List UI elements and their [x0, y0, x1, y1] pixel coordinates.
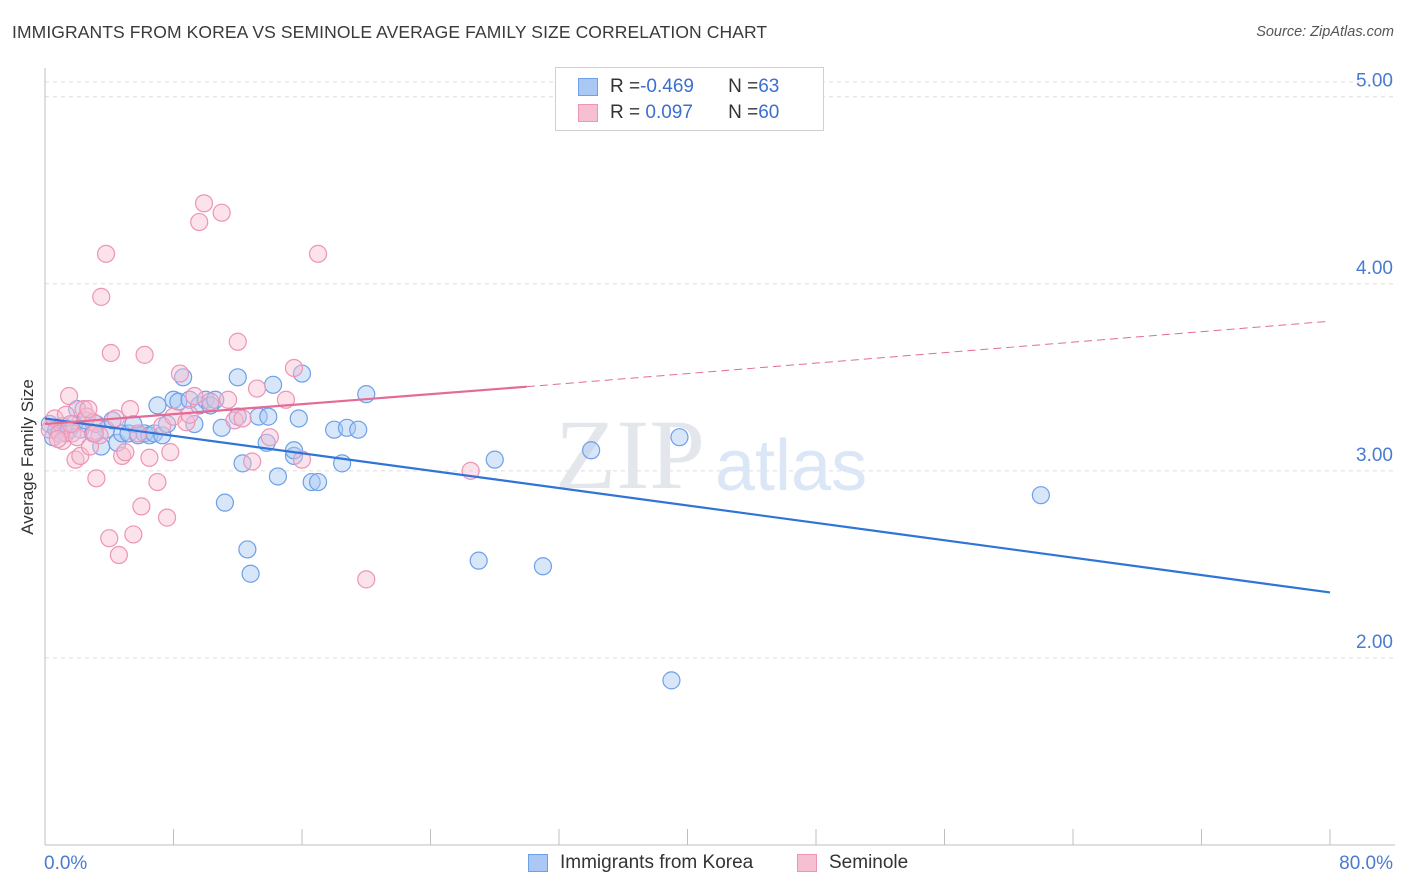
point-seminole — [308, 244, 328, 263]
trend-line-seminole-extension — [526, 320, 1331, 388]
point-seminole — [132, 497, 151, 516]
legend-swatch-korea — [528, 854, 548, 872]
point-seminole — [212, 203, 231, 222]
point-seminole — [190, 212, 209, 232]
legend-row-seminole: R = 0.097 N = 60 — [578, 100, 779, 126]
point-seminole — [292, 450, 312, 469]
trend-line-korea — [44, 417, 1331, 594]
legend-swatch-seminole — [578, 104, 598, 122]
point-seminole — [101, 343, 120, 363]
point-korea — [238, 540, 257, 559]
legend-n-label: N = — [728, 76, 759, 97]
point-seminole — [170, 364, 190, 383]
point-seminole — [284, 358, 304, 378]
point-korea — [289, 409, 308, 428]
trend-line-seminole — [44, 385, 527, 426]
point-korea — [485, 450, 504, 469]
point-seminole — [121, 400, 140, 419]
watermark: ZIP atlas — [555, 399, 867, 510]
point-korea — [582, 441, 601, 460]
point-seminole — [48, 429, 67, 449]
point-seminole — [61, 414, 80, 434]
point-seminole — [194, 194, 214, 213]
bottom-legend-seminole: Seminole — [797, 852, 908, 874]
point-korea — [259, 407, 278, 426]
point-seminole — [135, 345, 154, 364]
legend-r-label: R = — [610, 102, 641, 123]
point-korea — [662, 671, 681, 690]
y-tick-label: 2.00 — [1356, 632, 1393, 653]
legend-swatch-seminole — [797, 854, 817, 872]
point-korea — [337, 418, 357, 437]
point-seminole — [68, 428, 87, 447]
point-korea — [308, 472, 328, 492]
source-label: Source: ZipAtlas.com — [1256, 24, 1394, 40]
point-seminole — [201, 392, 220, 411]
legend-n-value: 63 — [758, 76, 780, 97]
point-seminole — [129, 424, 148, 443]
point-seminole — [96, 244, 116, 263]
y-axis-title: Average Family Size — [18, 379, 37, 535]
point-seminole — [100, 529, 119, 548]
x-tick-label-min: 0.0% — [44, 853, 87, 874]
point-seminole — [109, 545, 128, 565]
point-seminole — [185, 386, 204, 406]
point-korea — [469, 551, 488, 570]
tick-labels: 2.00 3.00 4.00 5.00 0.0% 80.0% — [44, 71, 1393, 874]
point-seminole — [148, 472, 167, 492]
series-seminole-points — [40, 194, 480, 589]
point-korea — [241, 564, 260, 583]
legend-swatch-korea — [578, 78, 598, 96]
chart-title: IMMIGRANTS FROM KOREA VS SEMINOLE AVERAG… — [12, 22, 768, 42]
watermark-zip: ZIP — [555, 399, 705, 510]
point-korea — [349, 420, 368, 439]
point-seminole — [233, 409, 252, 428]
point-seminole — [116, 443, 135, 462]
point-korea — [268, 467, 288, 486]
legend-r-value: 0.097 — [640, 102, 693, 123]
point-seminole — [247, 379, 267, 398]
point-seminole — [260, 428, 279, 447]
point-seminole — [92, 287, 111, 306]
point-korea — [228, 368, 247, 387]
point-korea — [533, 557, 553, 576]
legend-r-label: R = — [610, 76, 641, 97]
point-seminole — [157, 508, 177, 527]
y-tick-label: 4.00 — [1356, 258, 1393, 279]
point-seminole — [219, 390, 238, 409]
point-seminole — [228, 332, 247, 351]
axes — [44, 68, 1395, 846]
legend-label-seminole: Seminole — [829, 852, 909, 873]
point-korea — [148, 396, 167, 415]
point-korea — [263, 375, 283, 394]
bottom-legend-korea: Immigrants from Korea — [528, 852, 753, 874]
y-tick-label: 5.00 — [1356, 71, 1393, 92]
legend-label-korea: Immigrants from Korea — [560, 852, 754, 873]
point-seminole — [85, 424, 104, 443]
legend-row-korea: R = -0.469 N = 63 — [578, 74, 779, 100]
legend-r-value: -0.469 — [640, 76, 694, 97]
point-seminole — [71, 446, 90, 465]
point-seminole — [161, 443, 180, 462]
point-korea — [215, 493, 234, 512]
point-seminole — [243, 452, 262, 471]
point-seminole — [357, 570, 376, 589]
y-tick-label: 3.00 — [1356, 445, 1393, 466]
trend-lines — [44, 320, 1331, 594]
x-tick-label-max: 80.0% — [1339, 853, 1393, 874]
legend-n-label: N = — [728, 102, 759, 123]
watermark-atlas: atlas — [715, 426, 867, 506]
point-seminole — [59, 386, 79, 406]
point-seminole — [124, 525, 143, 544]
point-korea — [302, 472, 321, 492]
legend-n-value: 60 — [758, 102, 780, 123]
point-seminole — [140, 448, 159, 467]
point-seminole — [180, 405, 199, 424]
point-korea — [1031, 486, 1050, 505]
point-korea — [670, 428, 689, 447]
stats-legend: R = -0.469 N = 63 R = 0.097 N = 60 — [555, 67, 824, 131]
point-seminole — [87, 469, 106, 488]
point-seminole — [79, 400, 98, 419]
